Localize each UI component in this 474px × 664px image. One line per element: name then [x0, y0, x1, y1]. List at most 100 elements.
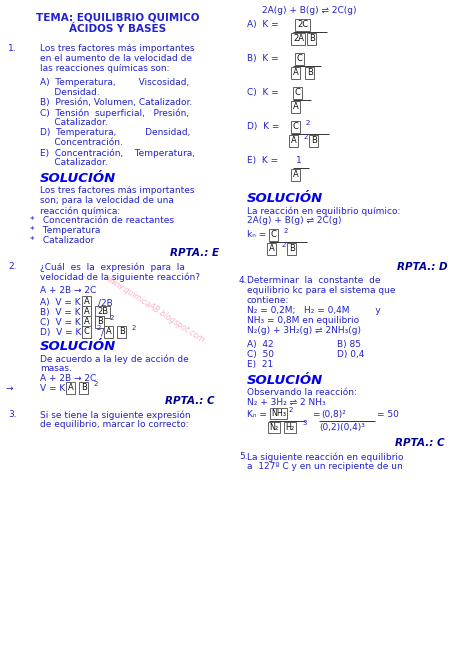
Text: A + 2B → 2C: A + 2B → 2C [40, 374, 96, 383]
Text: 2A(g) + B(g) ⇌ 2C(g): 2A(g) + B(g) ⇌ 2C(g) [247, 216, 341, 225]
Text: =: = [312, 410, 319, 419]
Text: 5.: 5. [239, 452, 247, 461]
Text: RPTA.: E: RPTA.: E [170, 248, 219, 258]
Text: Concentración.: Concentración. [40, 138, 123, 147]
Text: 2: 2 [94, 381, 99, 387]
Text: →: → [6, 384, 13, 393]
Text: A: A [293, 102, 299, 111]
Text: Catalizador.: Catalizador. [40, 158, 108, 167]
Text: A: A [291, 136, 297, 145]
Text: 4.: 4. [239, 276, 247, 285]
Text: Los tres factores más importantes: Los tres factores más importantes [40, 186, 194, 195]
Text: C: C [295, 88, 301, 97]
Text: 2: 2 [282, 242, 286, 248]
Text: A: A [84, 297, 90, 306]
Text: velocidad de la siguiente reacción?: velocidad de la siguiente reacción? [40, 272, 200, 282]
Text: NH₃ = 0,8M en equilibrio: NH₃ = 0,8M en equilibrio [247, 316, 359, 325]
Text: TEMA: EQUILIBRIO QUIMICO: TEMA: EQUILIBRIO QUIMICO [36, 12, 200, 22]
Text: /: / [101, 328, 104, 337]
Text: Los tres factores más importantes: Los tres factores más importantes [40, 44, 194, 53]
Text: D)  K =: D) K = [247, 122, 279, 131]
Text: E)  K =: E) K = [247, 156, 278, 165]
Text: De acuerdo a la ley de acción de: De acuerdo a la ley de acción de [40, 354, 189, 363]
Text: reacción química:: reacción química: [40, 206, 120, 216]
Text: NH₃: NH₃ [271, 409, 286, 418]
Text: C: C [84, 327, 90, 336]
Text: H₂: H₂ [285, 423, 294, 432]
Text: A: A [293, 170, 299, 179]
Text: A)  V = K: A) V = K [40, 298, 81, 307]
Text: A: A [269, 244, 275, 253]
Text: C)  V = K: C) V = K [40, 318, 81, 327]
Text: B: B [119, 327, 125, 336]
Text: masas.: masas. [40, 364, 72, 373]
Text: 3.: 3. [8, 410, 17, 419]
Text: B: B [97, 317, 103, 326]
Text: A)  Temperatura,        Viscosidad,: A) Temperatura, Viscosidad, [40, 78, 189, 87]
Text: Concentración de reactantes: Concentración de reactantes [40, 216, 174, 225]
Text: Temperatura: Temperatura [40, 226, 100, 235]
Text: *: * [30, 226, 35, 235]
Text: A)  42: A) 42 [247, 340, 273, 349]
Text: son; para la velocidad de una: son; para la velocidad de una [40, 196, 174, 205]
Text: 2: 2 [304, 134, 309, 140]
Text: C)  Tensión  superficial,   Presión,: C) Tensión superficial, Presión, [40, 108, 189, 118]
Text: 3: 3 [302, 420, 307, 426]
Text: 2A(g) + B(g) ⇌ 2C(g): 2A(g) + B(g) ⇌ 2C(g) [262, 6, 356, 15]
Text: 2: 2 [97, 325, 101, 331]
Text: N₂(g) + 3H₂(g) ⇌ 2NH₃(g): N₂(g) + 3H₂(g) ⇌ 2NH₃(g) [247, 326, 361, 335]
Text: N₂: N₂ [269, 423, 278, 432]
Text: Densidad.: Densidad. [40, 88, 100, 97]
Text: A + 2B → 2C: A + 2B → 2C [40, 286, 96, 295]
Text: Kₙ =: Kₙ = [247, 410, 267, 419]
Text: de equilibrio, marcar lo correcto:: de equilibrio, marcar lo correcto: [40, 420, 189, 429]
Text: N₂ + 3H₂ ⇌ 2 NH₃: N₂ + 3H₂ ⇌ 2 NH₃ [247, 398, 326, 407]
Text: = 50: = 50 [377, 410, 399, 419]
Text: B: B [289, 244, 295, 253]
Text: B: B [81, 383, 87, 392]
Text: SOLUCIÓN: SOLUCIÓN [247, 192, 323, 205]
Text: C: C [297, 54, 303, 63]
Text: Si se tiene la siguiente expresión: Si se tiene la siguiente expresión [40, 410, 191, 420]
Text: SOLUCIÓN: SOLUCIÓN [40, 172, 116, 185]
Text: E)  21: E) 21 [247, 360, 273, 369]
Text: (0,2)(0,4)³: (0,2)(0,4)³ [319, 423, 365, 432]
Text: /2B: /2B [98, 298, 113, 307]
Text: D) 0,4: D) 0,4 [337, 350, 365, 359]
Text: RPTA.: C: RPTA.: C [165, 396, 215, 406]
Text: Catalizador: Catalizador [40, 236, 94, 245]
Text: A: A [84, 317, 90, 326]
Text: 2B: 2B [97, 307, 108, 316]
Text: La reacción en equilibrio químico:: La reacción en equilibrio químico: [247, 206, 401, 216]
Text: B)  Presión, Volumen, Catalizador.: B) Presión, Volumen, Catalizador. [40, 98, 192, 107]
Text: A: A [293, 68, 299, 77]
Text: *: * [30, 216, 35, 225]
Text: E)  Concentración,    Temperatura,: E) Concentración, Temperatura, [40, 148, 195, 157]
Text: D)  Temperatura,          Densidad,: D) Temperatura, Densidad, [40, 128, 191, 137]
Text: B) 85: B) 85 [337, 340, 361, 349]
Text: 2: 2 [110, 315, 114, 321]
Text: Catalizador.: Catalizador. [40, 118, 108, 127]
Text: 2: 2 [284, 228, 288, 234]
Text: (0,8)²: (0,8)² [321, 410, 346, 419]
Text: 1: 1 [296, 156, 302, 165]
Text: kₙ =: kₙ = [247, 230, 266, 239]
Text: 1.: 1. [8, 44, 17, 53]
Text: B: B [309, 34, 315, 43]
Text: C)  50: C) 50 [247, 350, 274, 359]
Text: 2: 2 [132, 325, 137, 331]
Text: ¿Cuál  es  la  expresión  para  la: ¿Cuál es la expresión para la [40, 262, 185, 272]
Text: B: B [311, 136, 317, 145]
Text: La siguiente reacción en equilibrio: La siguiente reacción en equilibrio [247, 452, 403, 461]
Text: 2A: 2A [293, 34, 304, 43]
Text: las reacciones químicas son:: las reacciones químicas son: [40, 64, 170, 73]
Text: N₂ = 0,2M;   H₂ = 0,4M         y: N₂ = 0,2M; H₂ = 0,4M y [247, 306, 381, 315]
Text: Observando la reacción:: Observando la reacción: [247, 388, 357, 397]
Text: C: C [293, 122, 299, 131]
Text: C)  K =: C) K = [247, 88, 279, 97]
Text: contiene:: contiene: [247, 296, 289, 305]
Text: *: * [30, 236, 35, 245]
Text: RPTA.: C: RPTA.: C [395, 438, 445, 448]
Text: SOLUCIÓN: SOLUCIÓN [40, 340, 116, 353]
Text: SOLUCIÓN: SOLUCIÓN [247, 374, 323, 387]
